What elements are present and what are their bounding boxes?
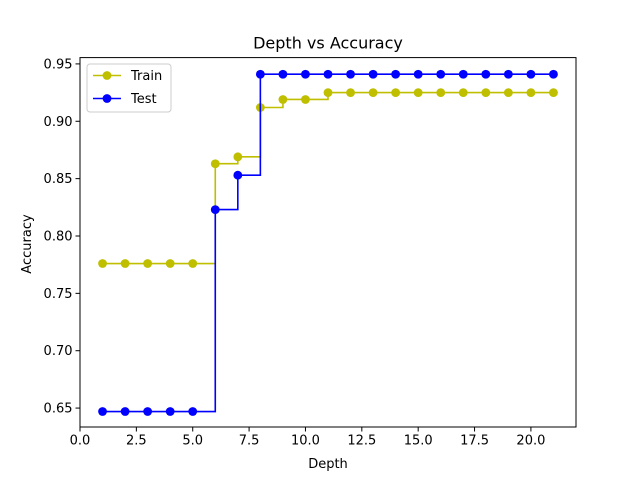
test-point — [233, 170, 243, 180]
train-point — [210, 159, 220, 169]
legend-train-marker — [102, 71, 112, 80]
train-point — [278, 95, 288, 104]
test-point — [143, 407, 153, 416]
y-tick-label: 0.85 — [44, 172, 73, 187]
test-point — [278, 69, 288, 79]
train-point — [233, 152, 243, 162]
train-point — [323, 88, 333, 97]
test-point — [458, 69, 468, 79]
test-point — [346, 69, 355, 79]
x-tick-label: 0.0 — [70, 434, 91, 449]
test-point — [165, 407, 175, 416]
test-point — [120, 407, 130, 416]
test-point — [413, 69, 423, 79]
test-point — [436, 69, 446, 79]
legend-test-label: Test — [130, 92, 157, 107]
x-tick-label: 17.5 — [460, 434, 489, 449]
y-tick-label: 0.80 — [44, 229, 73, 244]
x-tick-label: 10.0 — [291, 434, 320, 449]
test-point — [549, 69, 558, 79]
train-point — [481, 88, 491, 97]
train-point — [526, 88, 536, 97]
y-tick-label: 0.90 — [44, 115, 73, 130]
train-point — [346, 88, 355, 97]
legend: Train Test — [86, 63, 172, 113]
train-point — [98, 259, 107, 268]
train-point — [458, 88, 468, 97]
axes-frame — [79, 57, 577, 428]
x-axis-label: Depth — [308, 457, 348, 472]
test-point — [98, 407, 107, 416]
test-point — [210, 205, 220, 215]
series-layer — [98, 69, 558, 416]
x-tick-label: 5.0 — [182, 434, 203, 449]
train-point — [391, 88, 401, 97]
train-point — [503, 88, 513, 97]
y-axis-label: Accuracy — [20, 214, 35, 274]
train-point — [120, 259, 130, 268]
x-tick-label: 7.5 — [239, 434, 260, 449]
test-point — [368, 69, 378, 79]
train-point — [188, 259, 198, 268]
axes: 0.0 2.5 5.0 7.5 10.0 12.5 15.0 17.5 20.0 0.65 0.70… — [44, 57, 577, 449]
test-point — [526, 69, 536, 79]
train-point — [368, 88, 378, 97]
y-tick-label: 0.75 — [44, 287, 73, 302]
x-tick-label: 20.0 — [516, 434, 545, 449]
test-point — [503, 69, 513, 79]
train-point — [143, 259, 153, 268]
legend-test-marker — [102, 94, 112, 103]
test-point — [481, 69, 491, 79]
x-tick-label: 12.5 — [347, 434, 376, 449]
train-point — [549, 88, 558, 97]
test-point — [323, 69, 333, 79]
train-point — [301, 95, 310, 104]
test-point — [255, 69, 265, 79]
x-tick-label: 15.0 — [404, 434, 433, 449]
test-point — [391, 69, 401, 79]
legend-train-label: Train — [130, 69, 162, 84]
x-tick-label: 2.5 — [126, 434, 147, 449]
y-tick-label: 0.95 — [44, 57, 73, 72]
chart-title: Depth vs Accuracy — [253, 34, 403, 53]
test-point — [188, 407, 198, 416]
y-tick-label: 0.65 — [44, 402, 73, 417]
train-point — [436, 88, 446, 97]
y-tick-label: 0.70 — [44, 344, 73, 359]
train-point — [413, 88, 423, 97]
train-point — [165, 259, 175, 268]
test-point — [301, 69, 310, 79]
